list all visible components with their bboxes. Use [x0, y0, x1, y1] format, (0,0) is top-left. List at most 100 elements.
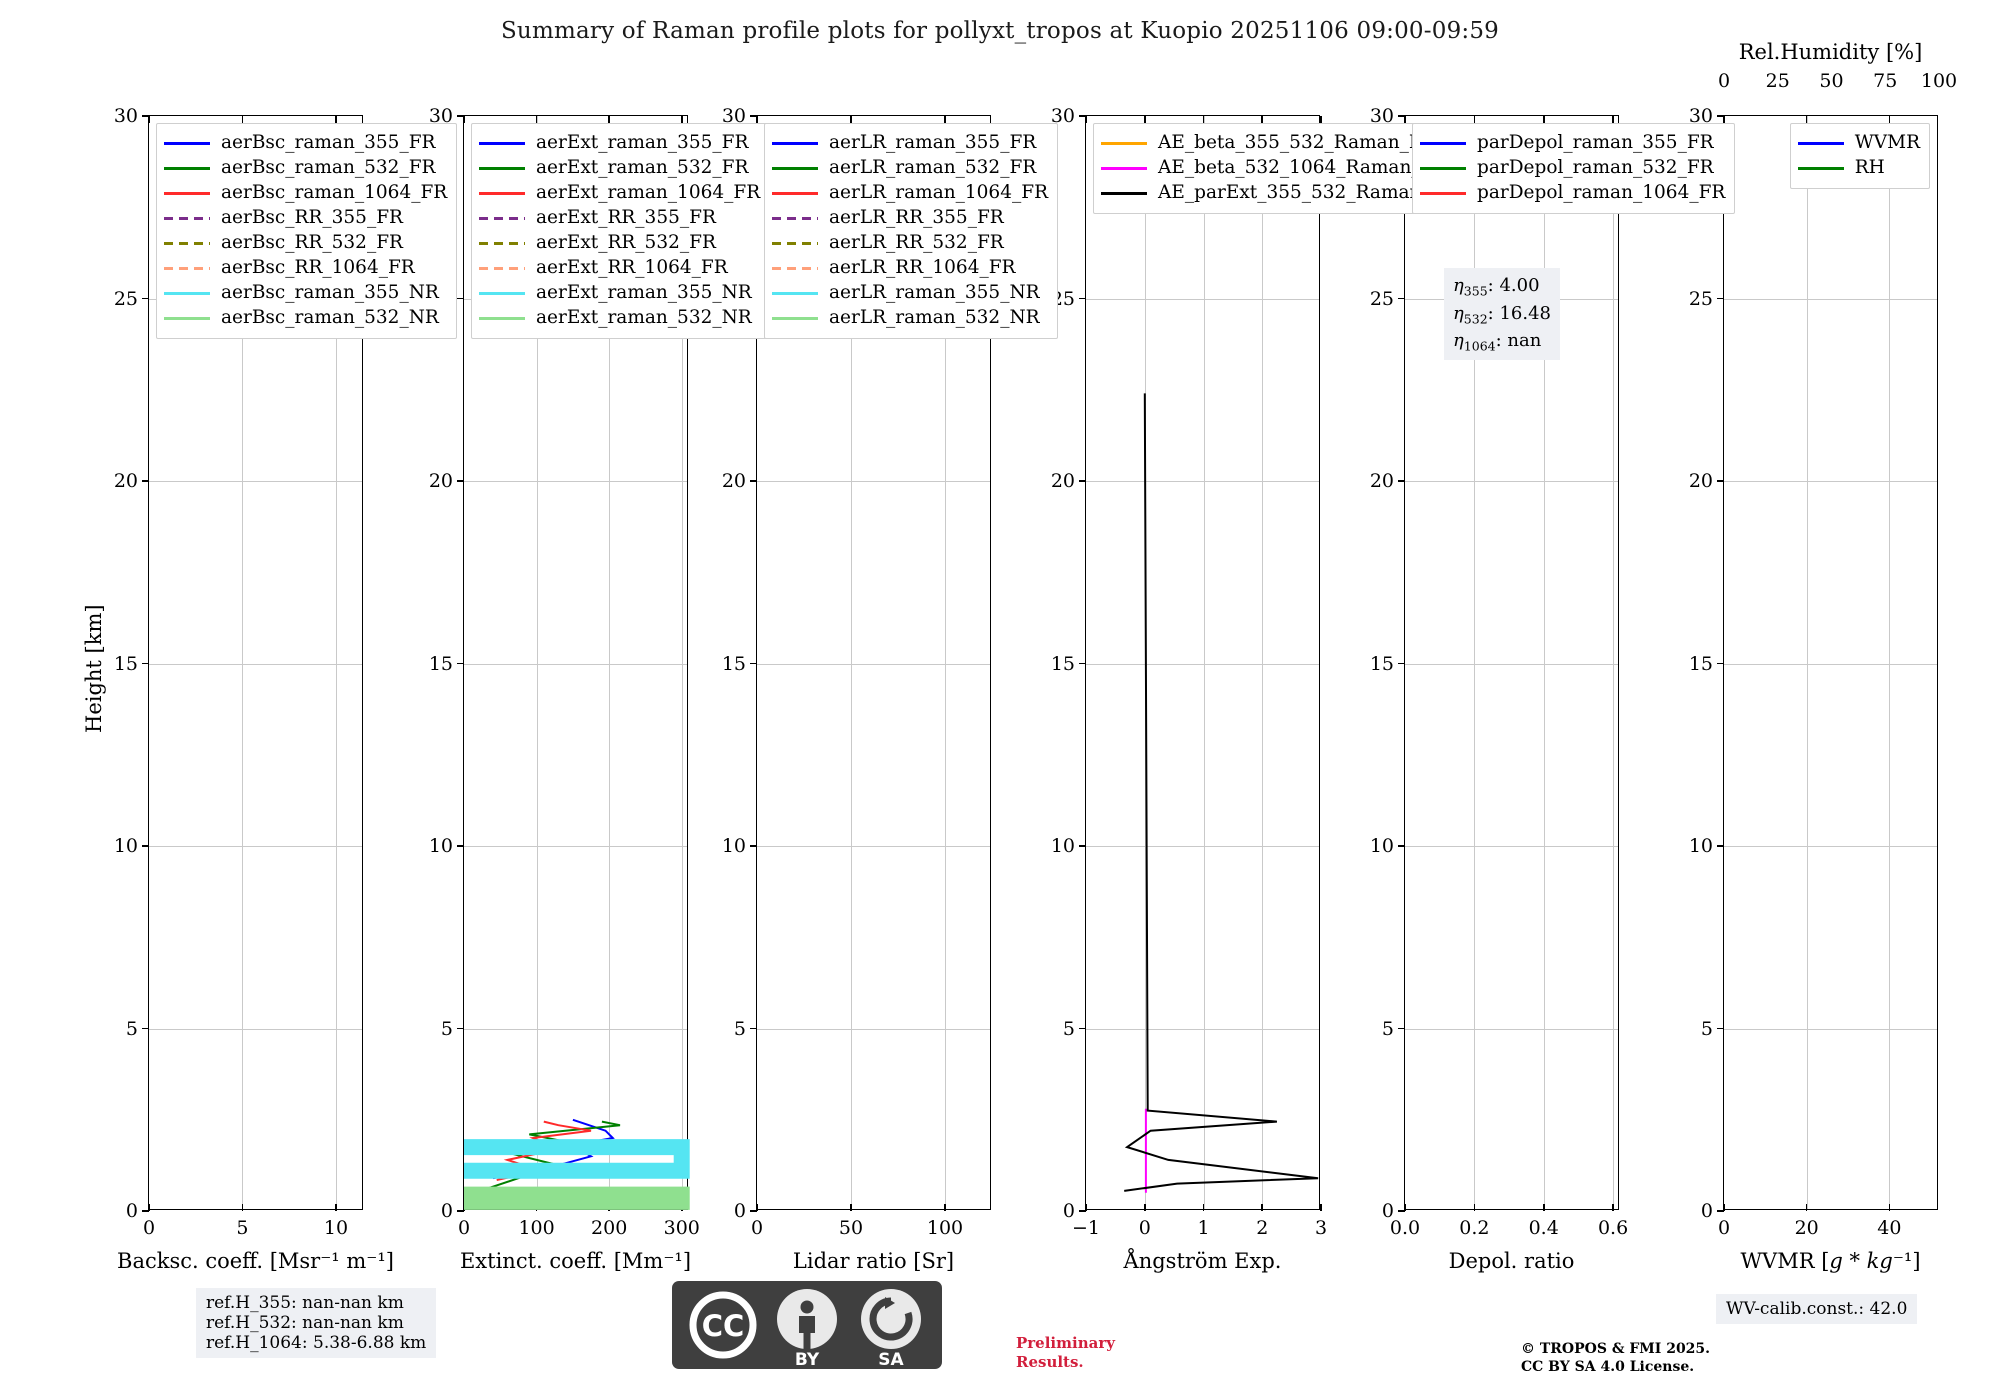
legend-item: aerBsc_RR_1064_FR — [164, 256, 447, 281]
gridline-horizontal — [1086, 1028, 1319, 1030]
y-tick-label: 20 — [1050, 470, 1075, 492]
legend-label: aerExt_raman_1064_FR — [536, 182, 761, 204]
legend-item: aerLR_raman_355_FR — [772, 131, 1048, 156]
gridline-vertical — [609, 116, 611, 1209]
eta-row: η355: 4.00 — [1453, 275, 1540, 299]
legend-item: aerLR_raman_532_FR — [772, 156, 1048, 181]
cc-icon: CC — [689, 1291, 757, 1359]
x-tick-label: 0.0 — [1389, 1217, 1421, 1239]
y-tick-label: 10 — [113, 835, 138, 857]
panel-lidar-ratio: 051015202530050100Lidar ratio [Sr]aerLR_… — [722, 105, 1058, 1273]
reference-height-box: ref.H_355: nan-nan km ref.H_532: nan-nan … — [196, 1288, 437, 1358]
x-tick-label: 100 — [926, 1217, 964, 1239]
x-tick-label: 1 — [1197, 1217, 1210, 1239]
legend-item: parDepol_raman_1064_FR — [1420, 181, 1725, 206]
y-tick — [457, 845, 464, 847]
legend-label: aerLR_RR_532_FR — [829, 232, 1004, 254]
legend-item: aerExt_raman_1064_FR — [479, 181, 760, 206]
y-tick-label: 5 — [440, 1017, 453, 1040]
x-tick-top — [1805, 116, 1808, 123]
cc-badge-cc-text: CC — [702, 1309, 745, 1343]
data-curves-wvmr — [1724, 116, 1939, 1211]
top-axis-tick-label: 100 — [1920, 70, 1958, 92]
x-axis-title-lidar-ratio: Lidar ratio [Sr] — [792, 1249, 955, 1273]
y-tick — [142, 662, 149, 665]
y-tick — [1079, 115, 1086, 117]
legend-label: aerLR_RR_1064_FR — [829, 257, 1016, 279]
legend-item: parDepol_raman_532_FR — [1420, 156, 1725, 181]
legend-label: aerBsc_RR_1064_FR — [221, 257, 415, 279]
gridline-horizontal — [464, 846, 687, 847]
x-tick — [1542, 1204, 1545, 1211]
gridline-vertical — [1203, 116, 1205, 1209]
y-tick — [750, 480, 757, 482]
legend-item: aerExt_raman_355_FR — [479, 131, 760, 156]
y-tick — [1079, 662, 1086, 665]
legend-label: aerExt_raman_355_NR — [536, 282, 752, 304]
legend-item: aerBsc_RR_355_FR — [164, 206, 447, 231]
y-tick-label: 10 — [1688, 835, 1713, 857]
legend-wvmr[interactable]: WVMR RH — [1789, 123, 1930, 189]
gridline-horizontal — [149, 663, 362, 665]
x-tick — [1805, 1204, 1808, 1211]
legend-item: aerBsc_raman_355_FR — [164, 131, 447, 156]
eta-row: η532: 16.48 — [1453, 302, 1551, 327]
y-tick — [1717, 1027, 1724, 1030]
legend-item: aerLR_RR_532_FR — [772, 231, 1048, 256]
gridline-vertical — [1474, 116, 1476, 1209]
x-tick — [1320, 1204, 1322, 1211]
legend-item: RH — [1797, 156, 1920, 181]
x-axis-title-backscatter: Backsc. coeff. [Msr⁻¹ m⁻¹] — [117, 1249, 394, 1273]
y-tick — [1079, 1027, 1086, 1030]
y-tick-label: 30 — [1050, 105, 1075, 127]
legend-label: aerBsc_raman_1064_FR — [221, 182, 448, 204]
legend-label: AE_beta_532_1064_Raman_FR — [1158, 157, 1448, 179]
legend-item: aerExt_RR_355_FR — [479, 206, 760, 231]
credit-line-2: CC BY SA 4.0 License. — [1521, 1359, 1695, 1376]
x-tick-top — [850, 116, 852, 123]
legend-item: aerExt_RR_1064_FR — [479, 256, 760, 281]
gridline-vertical — [242, 116, 244, 1209]
gridline-horizontal — [1724, 298, 1937, 300]
y-tick — [1398, 1210, 1405, 1212]
panel-angstrom: 0 5 10 15 20 25 30 −1 0 1 2 3 Ångström Exp. AE_beta_3… — [1051, 105, 1468, 1273]
gridline-vertical — [536, 116, 538, 1209]
preliminary-results-note: Preliminary Results. — [1016, 1334, 1115, 1372]
y-tick-label: 20 — [721, 470, 746, 492]
x-tick-label: 200 — [591, 1217, 628, 1239]
top-axis-tick-label: 25 — [1765, 70, 1790, 92]
x-tick-top — [944, 116, 946, 123]
credit-line-1: © TROPOS & FMI 2025. — [1521, 1341, 1711, 1357]
legend-item: parDepol_raman_355_FR — [1420, 131, 1725, 156]
preliminary-line-2: Results. — [1016, 1352, 1084, 1371]
legend-backscatter[interactable]: aerBsc_raman_355_FR aerBsc_raman_532_FR ae… — [156, 123, 458, 339]
series-line — [464, 1186, 690, 1210]
y-tick-label: 25 — [113, 287, 138, 310]
legend-extinction[interactable]: aerExt_raman_355_FR aerExt_raman_532_FR ae… — [471, 123, 771, 339]
x-tick-top — [1542, 116, 1545, 123]
legend-angstrom[interactable]: AE_beta_355_532_Raman_FR AE_beta_532_1064… — [1093, 123, 1468, 214]
gridline-horizontal — [757, 663, 990, 665]
x-tick — [1143, 1204, 1146, 1211]
x-tick-top — [1723, 116, 1725, 123]
legend-lidar-ratio[interactable]: aerLR_raman_355_FR aerLR_raman_532_FR aerL… — [764, 123, 1058, 339]
x-tick — [1085, 1204, 1087, 1211]
top-axis-tick-label: 75 — [1873, 70, 1898, 92]
legend-item: aerExt_RR_532_FR — [479, 231, 760, 256]
x-tick-top — [148, 116, 150, 123]
y-tick-label: 0 — [1381, 1200, 1394, 1222]
y-tick — [750, 662, 757, 665]
gridline-horizontal — [1724, 663, 1937, 665]
x-tick-top — [1473, 116, 1476, 123]
cc-license-badge[interactable]: CC BY SA — [672, 1281, 942, 1370]
x-tick — [335, 1204, 337, 1211]
gridline-horizontal — [1405, 481, 1618, 482]
x-tick-top — [1261, 116, 1264, 123]
y-tick — [1398, 845, 1405, 847]
data-curves-angstrom — [1124, 393, 1319, 1193]
y-tick-label: 30 — [1688, 105, 1713, 127]
x-tick — [850, 1204, 852, 1211]
legend-depol-ratio[interactable]: parDepol_raman_355_FR parDepol_raman_532_… — [1412, 123, 1736, 214]
y-tick-label: 0 — [733, 1200, 746, 1222]
ref-height-line: ref.H_355: nan-nan km — [206, 1293, 404, 1313]
